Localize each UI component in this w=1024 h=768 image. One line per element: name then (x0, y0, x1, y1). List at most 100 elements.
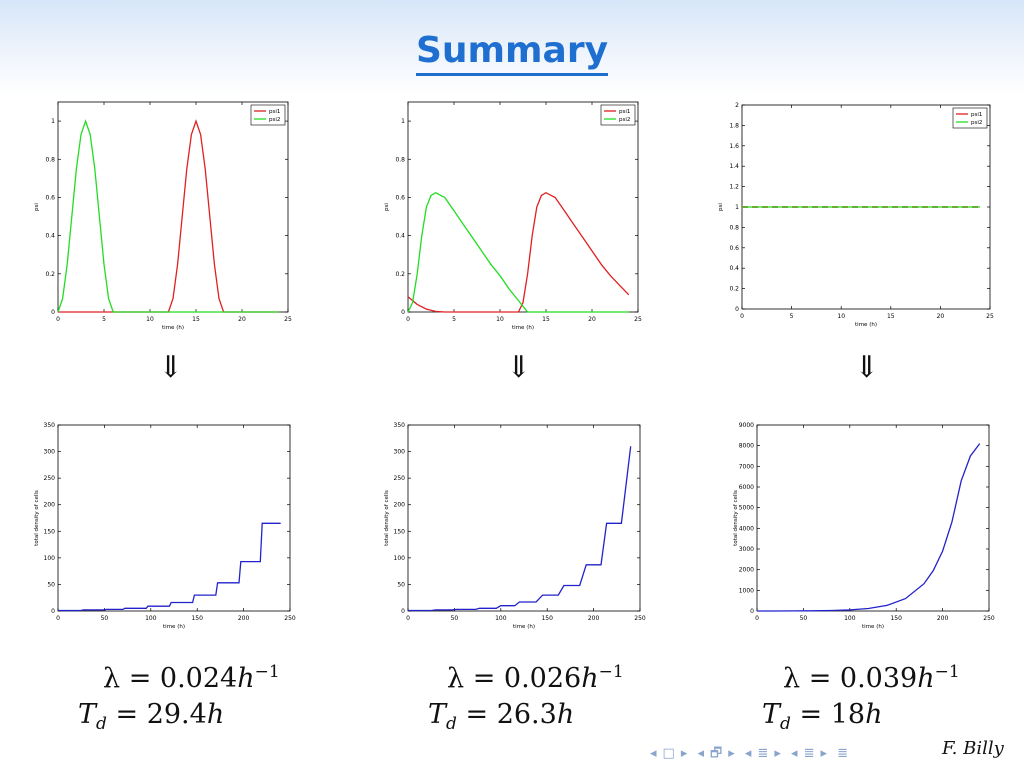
x-tick-label: 200 (588, 615, 600, 622)
y-tick-label: 0.4 (729, 265, 739, 272)
x-tick-label: 250 (983, 615, 995, 622)
x-tick-label: 0 (406, 316, 410, 323)
x-axis-label: time (h) (862, 624, 884, 630)
legend-label: psi1 (619, 109, 630, 115)
y-tick-label: 3000 (739, 546, 754, 553)
y-tick-label: 0.2 (729, 286, 739, 293)
nav-next-icon[interactable]: ▸ (774, 746, 781, 761)
x-tick-label: 250 (634, 615, 646, 622)
series-line-psi1 (407, 191, 630, 313)
nav-prev-icon[interactable]: ◂ (697, 746, 705, 761)
y-tick-label: 1.6 (729, 143, 739, 150)
header-band (0, 0, 1024, 95)
y-tick-label: 200 (394, 502, 406, 509)
y-axis-label: total density of cells (733, 490, 739, 546)
series-line-psi2 (407, 191, 629, 313)
y-tick-label: 0 (401, 309, 405, 316)
y-tick-label: 2 (735, 102, 739, 109)
psi-chart-1: 0 5 10 15 20 25 0 0.2 0.4 0.6 0.8 1 time (h) psi psi1 p… (34, 101, 292, 331)
nav-prev-icon[interactable]: ◂ (744, 746, 752, 761)
y-tick-label: 350 (44, 422, 56, 429)
nav-subsection-icon[interactable]: ≣ (757, 746, 769, 761)
series-line (408, 446, 632, 612)
plot-frame (57, 424, 291, 612)
y-tick-label: 1 (401, 118, 405, 125)
author-name: F. Billy (942, 738, 1004, 759)
implies-arrow-2: ⇓ (506, 350, 532, 385)
y-tick-label: 0 (51, 309, 55, 316)
y-tick-label: 350 (394, 422, 406, 429)
nav-section-icon[interactable]: ≣ (803, 746, 815, 761)
y-tick-label: 1000 (739, 587, 754, 594)
x-axis-label: time (h) (513, 624, 535, 630)
x-tick-label: 200 (238, 615, 250, 622)
nav-menu-icon[interactable]: ≣ (837, 746, 849, 761)
plot-frame (57, 101, 289, 313)
y-tick-label: 7000 (739, 463, 754, 470)
legend-box (952, 107, 988, 129)
legend-label: psi2 (619, 117, 630, 123)
nav-prev-icon[interactable]: ◂ (650, 746, 657, 761)
x-tick-label: 15 (542, 316, 550, 323)
x-tick-label: 5 (452, 316, 456, 323)
nav-prev-icon[interactable]: ◂ (791, 746, 798, 761)
y-tick-label: 0.6 (729, 245, 739, 252)
x-tick-label: 0 (755, 615, 759, 622)
x-tick-label: 200 (937, 615, 949, 622)
x-tick-label: 100 (495, 615, 507, 622)
y-tick-label: 2000 (739, 567, 754, 574)
x-tick-label: 25 (284, 316, 292, 323)
nav-slide-icon[interactable]: 🗗 (710, 746, 723, 761)
y-tick-label: 100 (44, 555, 56, 562)
y-tick-label: 6000 (739, 484, 754, 491)
x-tick-label: 50 (101, 615, 109, 622)
implies-arrow-1: ⇓ (158, 350, 184, 385)
y-tick-label: 150 (44, 528, 56, 535)
plot-frame (756, 424, 990, 612)
x-tick-label: 10 (496, 316, 504, 323)
x-tick-label: 15 (192, 316, 200, 323)
series-line (58, 522, 281, 612)
beamer-navigation: ◂ □ ▸ ◂ 🗗 ▸ ◂ ≣ ▸ ◂ ≣ ▸ ≣ (650, 744, 854, 766)
y-tick-label: 0 (51, 608, 55, 615)
x-tick-label: 100 (844, 615, 856, 622)
x-tick-label: 20 (588, 316, 596, 323)
legend-box (250, 104, 286, 126)
y-axis-label: total density of cells (34, 490, 40, 546)
x-tick-label: 20 (937, 313, 945, 320)
y-tick-label: 0 (401, 608, 405, 615)
nav-next-icon[interactable]: ▸ (728, 746, 735, 761)
y-tick-label: 1 (51, 118, 55, 125)
x-axis-label: time (h) (512, 325, 534, 331)
x-tick-label: 5 (790, 313, 794, 320)
y-tick-label: 8000 (739, 443, 754, 450)
doubling-time-2: Td = 26.3h (428, 699, 575, 734)
nav-frame-icon[interactable]: □ (662, 746, 675, 761)
legend-label: psi2 (971, 120, 982, 126)
y-tick-label: 100 (394, 555, 406, 562)
plot-frame (407, 101, 639, 313)
y-tick-label: 0 (750, 608, 754, 615)
y-tick-label: 9000 (739, 422, 754, 429)
series-line-psi1 (58, 119, 279, 313)
slide-title: Summary (0, 30, 1024, 76)
x-axis-label: time (h) (163, 624, 185, 630)
x-tick-label: 25 (634, 316, 642, 323)
nav-next-icon[interactable]: ▸ (680, 746, 688, 761)
density-chart-3: 0 50 100 150 200 250 0 1000 2000 3000 4000 5000 6000… (733, 422, 995, 630)
plot-frame (407, 424, 641, 612)
y-tick-label: 1.8 (729, 122, 739, 129)
x-tick-label: 0 (406, 615, 410, 622)
psi-chart-2: 0 5 10 15 20 25 0 0.2 0.4 0.6 0.8 1 time (h) psi psi1 p… (384, 101, 642, 331)
y-axis-label: total density of cells (384, 490, 390, 546)
x-tick-label: 0 (56, 316, 60, 323)
y-tick-label: 0.6 (395, 194, 405, 201)
x-tick-label: 20 (238, 316, 246, 323)
x-tick-label: 100 (145, 615, 157, 622)
y-tick-label: 200 (44, 502, 56, 509)
nav-next-icon[interactable]: ▸ (820, 746, 827, 761)
x-tick-label: 50 (800, 615, 808, 622)
x-tick-label: 150 (890, 615, 902, 622)
growth-rate-2: λ = 0.026h−1 (447, 662, 624, 694)
x-tick-label: 250 (284, 615, 296, 622)
